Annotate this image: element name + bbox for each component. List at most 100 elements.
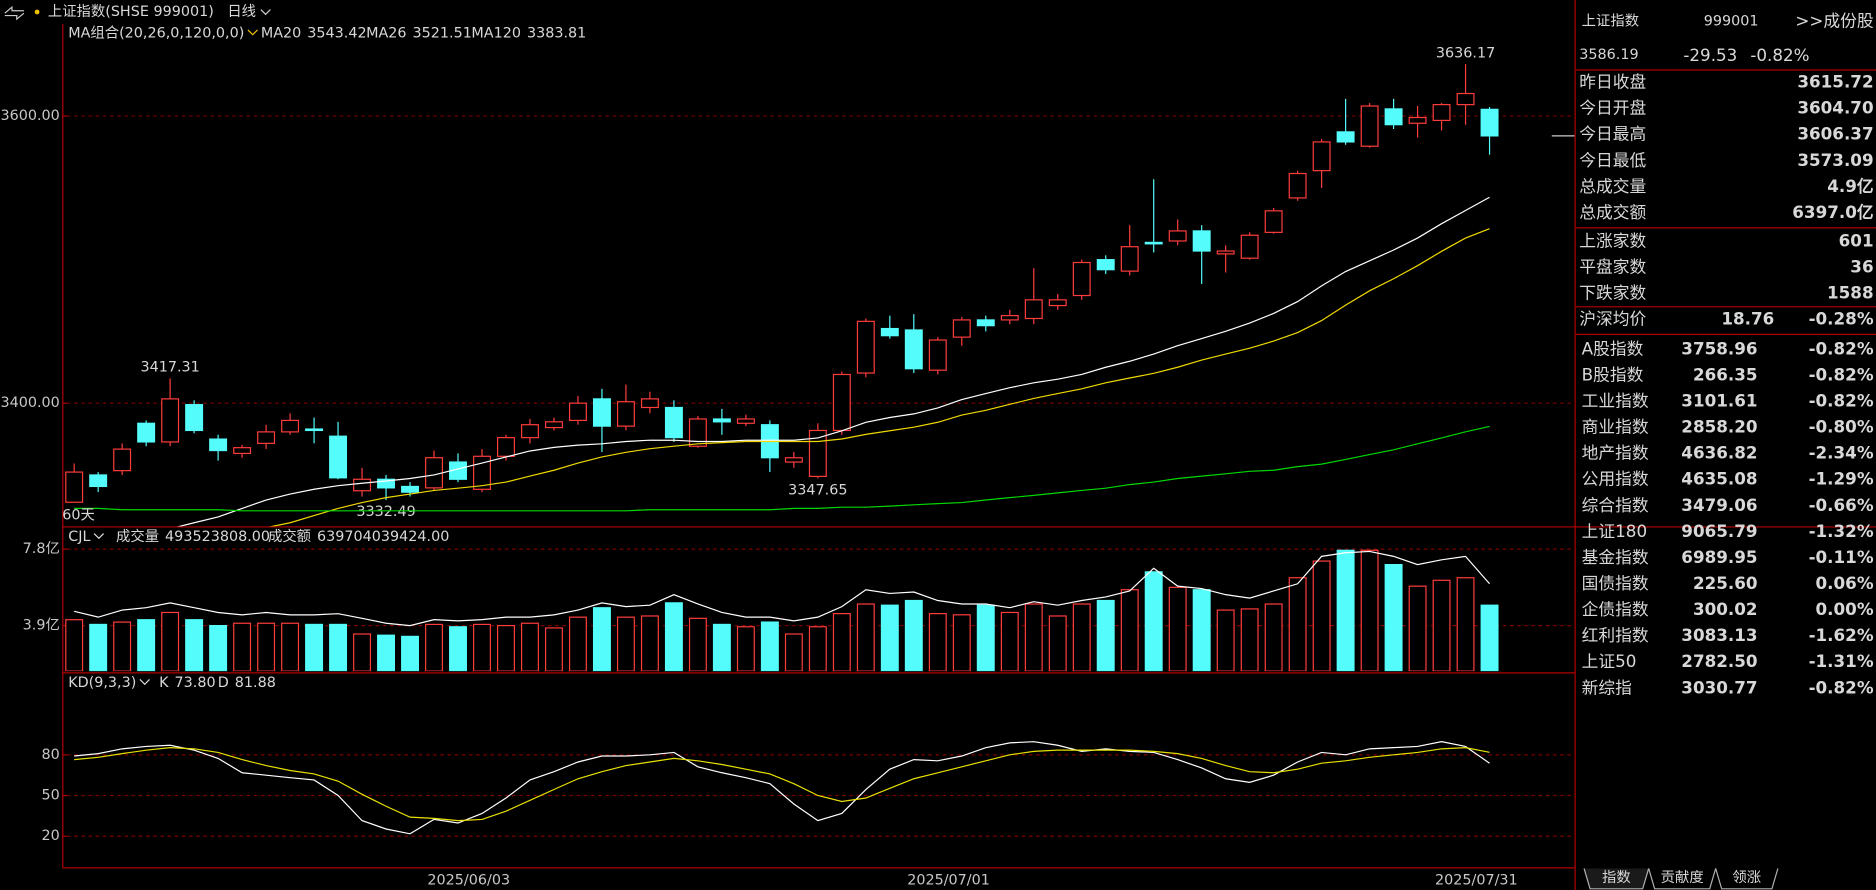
stat-value: 3615.72: [1797, 72, 1873, 92]
candle-body: [329, 435, 348, 479]
legend-title[interactable]: KD(9,3,3): [68, 675, 136, 691]
y-tick-label: 3400.00: [0, 395, 59, 411]
index-name[interactable]: 上证180: [1582, 521, 1647, 541]
candle-body: [736, 418, 755, 424]
index-name[interactable]: 新综指: [1582, 677, 1632, 697]
indicator-line: [74, 425, 1490, 512]
index-name[interactable]: 基金指数: [1582, 547, 1649, 567]
candle-body: [712, 418, 731, 423]
tab-label[interactable]: 指数: [1602, 869, 1631, 886]
legend-item: 成交额 639704039424.00: [268, 527, 449, 545]
volume-bar: [113, 621, 132, 672]
index-name[interactable]: 地产指数: [1582, 443, 1649, 463]
candle-body: [233, 447, 252, 455]
x-tick-label: 2025/07/31: [1435, 872, 1518, 888]
candle-body: [1024, 299, 1043, 320]
tab-label[interactable]: 贡献度: [1661, 869, 1704, 886]
quote-code: 999001: [1704, 14, 1759, 30]
legend-chevron[interactable]: [93, 533, 105, 540]
tab-label[interactable]: 领涨: [1732, 869, 1761, 886]
period-chevron[interactable]: [260, 9, 271, 16]
volume-bar: [1336, 549, 1355, 672]
volume-bar: [736, 626, 755, 672]
index-pct: -1.32%: [1809, 521, 1874, 541]
candle-body: [305, 428, 324, 432]
stat-value: 3604.70: [1797, 98, 1873, 118]
y-tick-label: 7.8亿: [23, 540, 60, 557]
index-value: 300.02: [1693, 599, 1758, 619]
candle-body: [904, 329, 923, 370]
candle-body: [1072, 261, 1091, 297]
volume-bar: [425, 623, 443, 672]
volume-bar: [1312, 560, 1331, 672]
candle-body: [1120, 246, 1139, 272]
volume-bar: [1360, 549, 1379, 672]
volume-bar: [808, 626, 827, 672]
volume-bar: [712, 623, 731, 672]
legend-chevron[interactable]: [247, 29, 258, 36]
candle-body: [784, 457, 803, 463]
index-name[interactable]: 公用指数: [1582, 469, 1649, 489]
instrument-title: 上证指数(SHSE 999001): [48, 3, 214, 20]
candle-body: [1456, 92, 1475, 106]
x-tick-label: 2025/07/01: [907, 872, 990, 888]
candle-body: [1192, 230, 1211, 252]
breadth-label: 上涨家数: [1579, 231, 1646, 251]
price-change-pct: -0.82%: [1750, 45, 1809, 65]
index-pct: -0.82%: [1809, 390, 1874, 410]
index-name[interactable]: 商业指数: [1582, 417, 1649, 437]
candle-body: [616, 401, 635, 427]
legend-name: 成交量: [116, 527, 159, 545]
breadth-label: 平盘家数: [1579, 256, 1646, 276]
last-price: 3586.19: [1579, 47, 1638, 63]
index-pct: 0.00%: [1816, 599, 1874, 619]
index-pct: -1.31%: [1809, 651, 1874, 671]
candle-body: [209, 438, 228, 452]
index-name[interactable]: 国债指数: [1582, 573, 1649, 593]
period-selector[interactable]: 日线: [227, 3, 256, 20]
volume-bar: [257, 622, 276, 672]
volume-bar: [377, 634, 396, 672]
index-value: 9065.79: [1681, 521, 1757, 541]
high-label: 3417.31: [140, 360, 199, 376]
volume-bar: [856, 603, 875, 672]
legend-value: 493523808.00: [165, 529, 270, 545]
candle-body: [65, 471, 84, 503]
index-value: 3101.61: [1681, 390, 1757, 410]
legend-item: MA120 3383.81: [471, 25, 586, 41]
volume-bar: [1384, 564, 1403, 672]
legend-title[interactable]: MA组合(20,26,0,120,0,0): [68, 24, 244, 41]
average-value: 18.76: [1721, 308, 1774, 328]
volume-bar: [1000, 611, 1019, 672]
legend-title[interactable]: CJL: [68, 529, 90, 545]
indicator-line: [74, 747, 1490, 822]
volume-bars: [65, 549, 1499, 672]
volume-bar: [904, 599, 923, 672]
index-value: 2858.20: [1681, 417, 1757, 437]
index-pct: -1.29%: [1809, 469, 1874, 489]
high-label: 3636.17: [1436, 45, 1495, 61]
index-name[interactable]: 红利指数: [1582, 625, 1649, 645]
index-name[interactable]: 企债指数: [1582, 599, 1649, 619]
candle-body: [664, 406, 683, 439]
breadth-value: 36: [1850, 256, 1873, 276]
breadth-label: 下跌家数: [1579, 282, 1646, 302]
legend-chevron[interactable]: [139, 679, 150, 686]
index-value: 266.35: [1693, 364, 1758, 384]
switch-icon[interactable]: [4, 5, 25, 21]
index-pct: -0.82%: [1809, 677, 1874, 697]
constituents-link[interactable]: >>成份股: [1795, 11, 1874, 31]
tab-shape: [1648, 868, 1717, 890]
candle-body: [425, 457, 443, 489]
volume-bar: [832, 613, 851, 672]
legend-item: K 73.80: [159, 675, 215, 691]
candle-body: [856, 320, 875, 374]
legend-value: 3543.42: [307, 25, 366, 41]
index-name[interactable]: A股指数: [1582, 338, 1644, 358]
index-name[interactable]: B股指数: [1582, 364, 1644, 384]
index-name[interactable]: 工业指数: [1582, 390, 1649, 410]
index-name[interactable]: 综合指数: [1582, 495, 1649, 515]
index-name[interactable]: 上证50: [1582, 651, 1637, 671]
volume-bar: [185, 619, 204, 672]
